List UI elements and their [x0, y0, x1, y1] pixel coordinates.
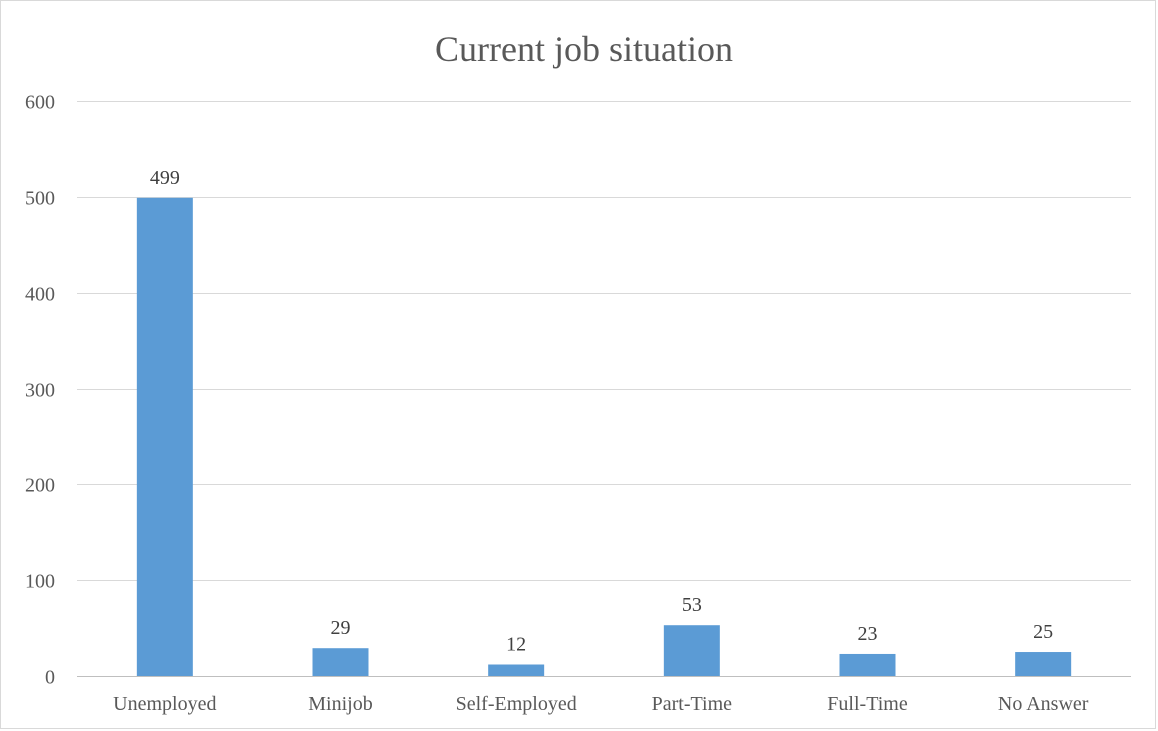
bar-self-employed: [488, 664, 545, 676]
data-label: 53: [682, 594, 702, 616]
bar-full-time: [839, 653, 896, 676]
y-tick-label: 300: [25, 380, 55, 402]
y-tick-label: 100: [25, 571, 55, 593]
bar-part-time: [663, 625, 720, 676]
bars: [136, 197, 1072, 676]
data-label: 25: [1033, 621, 1053, 643]
x-tick-label: Part-Time: [652, 693, 733, 715]
y-tick-label: 500: [25, 188, 55, 210]
chart-title: Current job situation: [435, 29, 733, 69]
y-tick-label: 200: [25, 475, 55, 497]
x-axis-ticks: Unemployed Minijob Self-Employed Part-Time F…: [113, 693, 1089, 715]
data-labels: 499 29 12 53 23 25: [150, 167, 1053, 656]
gridlines: [77, 101, 1131, 677]
x-tick-label: Minijob: [308, 693, 372, 715]
bar-unemployed: [136, 197, 193, 676]
y-tick-label: 400: [25, 284, 55, 306]
data-label: 499: [150, 167, 180, 189]
bar-minijob: [312, 648, 369, 676]
data-label: 29: [331, 617, 351, 639]
x-tick-label: Full-Time: [827, 693, 908, 715]
data-label: 12: [506, 634, 526, 656]
bar-no-answer: [1015, 652, 1072, 676]
x-tick-label: Unemployed: [113, 693, 216, 715]
x-tick-label: Self-Employed: [456, 693, 577, 715]
data-label: 23: [858, 623, 878, 645]
y-tick-label: 600: [25, 92, 55, 114]
y-tick-label: 0: [45, 667, 55, 689]
y-axis-ticks: 0 100 200 300 400 500 600: [25, 92, 55, 689]
x-tick-label: No Answer: [998, 693, 1089, 715]
